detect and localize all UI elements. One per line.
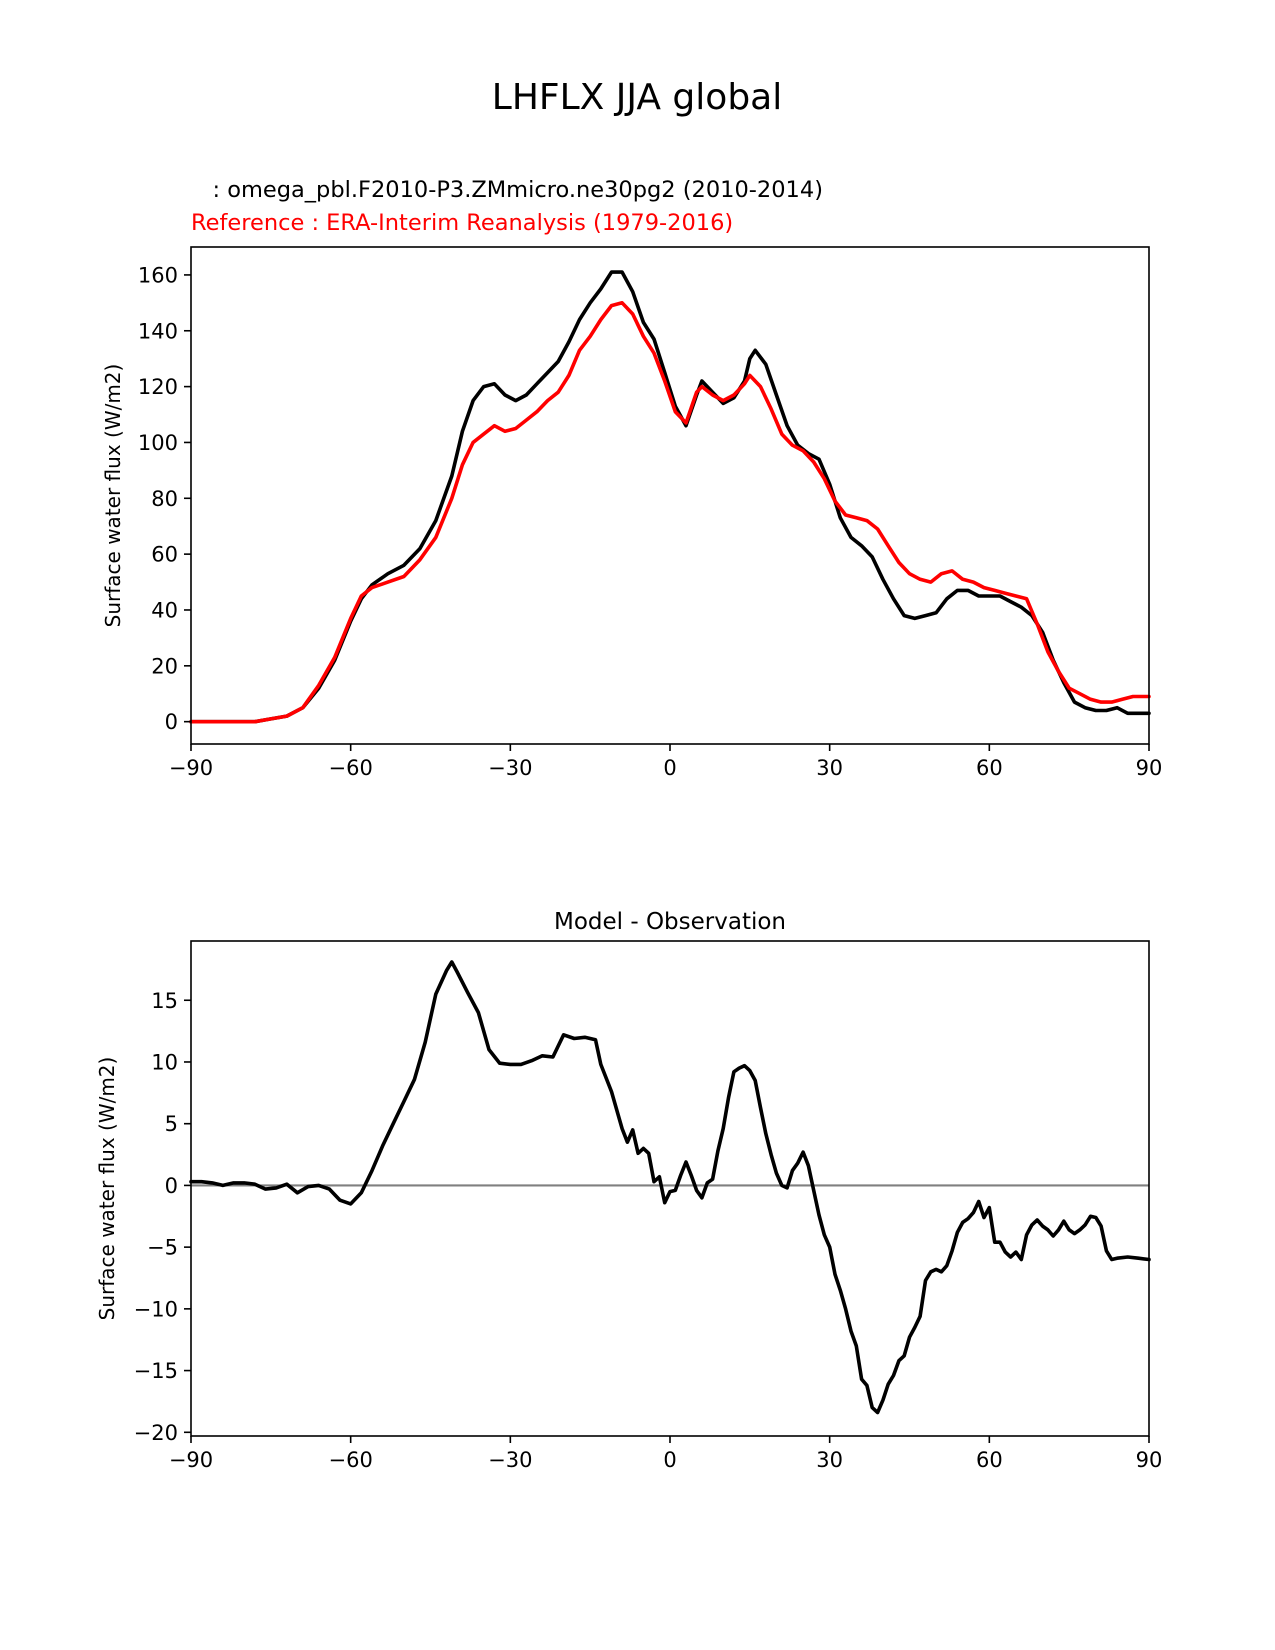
y-tick-label: 140 xyxy=(138,319,178,343)
y-tick-label: 160 xyxy=(138,263,178,287)
series-line-test xyxy=(189,270,1151,724)
y-tick-label: 100 xyxy=(138,431,178,455)
y-tick-label: 60 xyxy=(151,543,178,567)
figure-title: LHFLX JJA global xyxy=(492,77,782,118)
y-tick-label: −20 xyxy=(134,1421,178,1445)
x-tick-label: 90 xyxy=(1136,1448,1163,1472)
y-tick-label: 5 xyxy=(165,1112,178,1136)
x-tick-label: −60 xyxy=(329,756,373,780)
y-tick-label: 15 xyxy=(151,989,178,1013)
y-tick-label: 80 xyxy=(151,487,178,511)
top-panel: −90 −60 −30 0 30 60 90 0 20 40 60 80 100 120 140 160 Sur… xyxy=(101,246,1163,780)
x-tick-label: 30 xyxy=(816,1448,843,1472)
y-axis-label: Surface water flux (W/m2) xyxy=(95,1057,119,1321)
y-tick-label: 20 xyxy=(151,654,178,678)
series-line-reference xyxy=(189,301,1151,724)
axes-frame xyxy=(190,940,1150,1437)
reference-label: Reference : ERA-Interim Reanalysis (1979… xyxy=(191,210,733,236)
y-tick-label: 0 xyxy=(165,710,178,734)
x-tick-label: −30 xyxy=(488,1448,532,1472)
x-tick-label: 0 xyxy=(663,1448,676,1472)
x-tick-label: 60 xyxy=(976,1448,1003,1472)
x-tick-label: 90 xyxy=(1136,756,1163,780)
y-axis-label: Surface water flux (W/m2) xyxy=(101,364,125,628)
y-tick-label: 0 xyxy=(165,1174,178,1198)
bottom-panel: −90 −60 −30 0 30 60 90 −20 −15 −10 −5 0 5 10 15 Surface… xyxy=(95,909,1162,1472)
y-tick-label: 120 xyxy=(138,375,178,399)
x-tick-label: −90 xyxy=(169,756,213,780)
y-tick-label: 10 xyxy=(151,1050,178,1074)
x-tick-label: 0 xyxy=(663,756,676,780)
x-tick-label: −60 xyxy=(329,1448,373,1472)
y-tick-label: −15 xyxy=(134,1359,178,1383)
panel-title: Model - Observation xyxy=(554,909,786,935)
x-tick-label: 30 xyxy=(816,756,843,780)
x-tick-label: −90 xyxy=(169,1448,213,1472)
y-tick-label: −10 xyxy=(134,1297,178,1321)
test-label: : omega_pbl.F2010-P3.ZMmicro.ne30pg2 (20… xyxy=(191,177,823,203)
x-tick-label: −30 xyxy=(488,756,532,780)
axes-frame xyxy=(190,246,1150,745)
y-tick-label: −5 xyxy=(147,1236,178,1260)
series-line-difference xyxy=(189,960,1151,1415)
y-tick-label: 40 xyxy=(151,598,178,622)
x-tick-label: 60 xyxy=(976,756,1003,780)
